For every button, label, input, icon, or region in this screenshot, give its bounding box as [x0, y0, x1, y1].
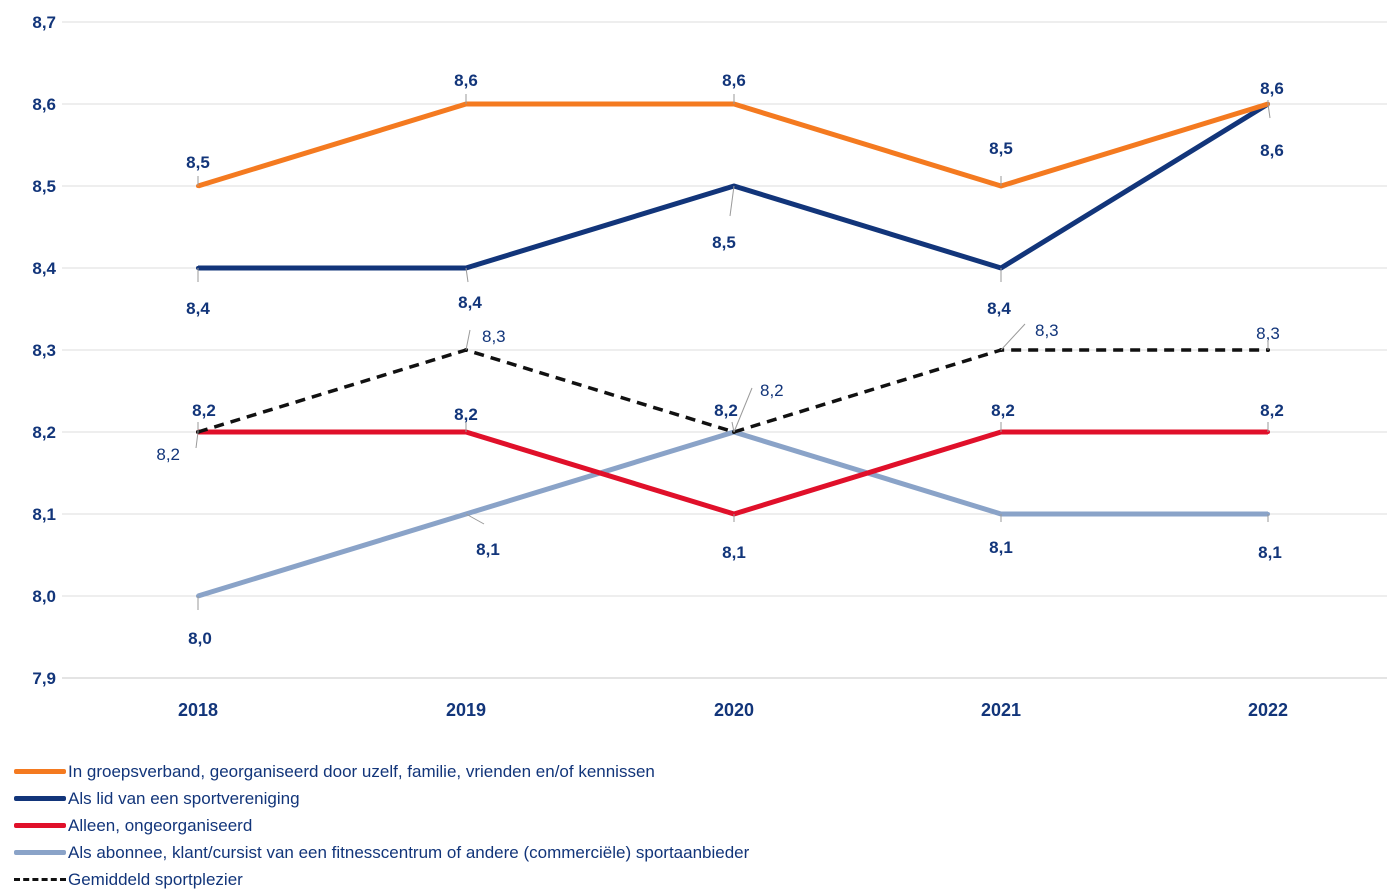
- data-label: 8,4: [186, 299, 210, 318]
- data-label: 8,5: [712, 233, 736, 252]
- data-label: 8,6: [722, 71, 746, 90]
- legend-label: Gemiddeld sportplezier: [68, 869, 243, 889]
- series-line-2: [198, 429, 1268, 517]
- data-labels: 8,5 8,6 8,6 8,5 8,6 8,4 8,4 8,5 8,4 8,6 8,2 8,2 8,1 8…: [156, 71, 1283, 648]
- y-tick-label: 8,0: [32, 587, 56, 606]
- data-label: 8,4: [458, 293, 482, 312]
- legend-item: Alleen, ongeorganiseerd: [14, 812, 749, 839]
- data-label: 8,2: [991, 401, 1015, 420]
- x-tick-label: 2020: [714, 700, 754, 720]
- y-tick-label: 8,6: [32, 95, 56, 114]
- data-label: 8,3: [1256, 324, 1280, 343]
- x-tick-label: 2022: [1248, 700, 1288, 720]
- label-leader-line: [465, 329, 471, 351]
- legend-item: Gemiddeld sportplezier: [14, 866, 749, 893]
- y-tick-label: 8,1: [32, 505, 56, 524]
- data-label: 8,4: [987, 299, 1011, 318]
- y-axis: 7,9 8,0 8,1 8,2 8,3 8,4 8,5 8,6 8,7: [32, 13, 56, 688]
- data-label: 8,2: [454, 405, 478, 424]
- legend-swatch: [14, 878, 66, 881]
- y-tick-label: 8,3: [32, 341, 56, 360]
- label-leader-line: [465, 267, 469, 283]
- data-label: 8,5: [989, 139, 1013, 158]
- data-label: 8,5: [186, 153, 210, 172]
- legend-swatch: [14, 769, 66, 774]
- legend-label: Als lid van een sportvereniging: [68, 788, 300, 808]
- data-label: 8,6: [1260, 79, 1284, 98]
- data-label: 8,6: [454, 71, 478, 90]
- data-label: 8,1: [476, 540, 500, 559]
- data-label: 8,2: [192, 401, 216, 420]
- y-tick-label: 8,2: [32, 423, 56, 442]
- x-axis: 2018 2019 2020 2021 2022: [178, 700, 1288, 720]
- x-tick-label: 2019: [446, 700, 486, 720]
- x-tick-label: 2018: [178, 700, 218, 720]
- label-leader-line: [465, 513, 485, 525]
- data-label: 8,2: [156, 445, 180, 464]
- label-leader-line: [733, 387, 753, 433]
- label-leader-line: [731, 421, 735, 433]
- data-label: 8,1: [722, 543, 746, 562]
- data-label: 8,6: [1260, 141, 1284, 160]
- legend-item: Als lid van een sportvereniging: [14, 785, 749, 812]
- data-label: 8,0: [188, 629, 212, 648]
- legend-item: Als abonnee, klant/cursist van een fitne…: [14, 839, 749, 866]
- data-label: 8,2: [714, 401, 738, 420]
- label-leader-line: [195, 431, 199, 449]
- label-leader-line: [1267, 103, 1271, 119]
- legend-item: In groepsverband, georganiseerd door uze…: [14, 758, 749, 785]
- y-tick-label: 8,5: [32, 177, 56, 196]
- data-label: 8,1: [989, 538, 1013, 557]
- data-label: 8,2: [760, 381, 784, 400]
- legend-swatch: [14, 796, 66, 801]
- legend-swatch: [14, 823, 66, 828]
- y-tick-label: 8,7: [32, 13, 56, 32]
- legend-swatch: [14, 850, 66, 855]
- legend: In groepsverband, georganiseerd door uze…: [14, 758, 749, 893]
- legend-label: Als abonnee, klant/cursist van een fitne…: [68, 842, 750, 862]
- data-label: 8,3: [1035, 321, 1059, 340]
- legend-label: In groepsverband, georganiseerd door uze…: [68, 761, 655, 781]
- series-line-0: [197, 101, 1269, 189]
- y-tick-label: 8,4: [32, 259, 56, 278]
- x-tick-label: 2021: [981, 700, 1021, 720]
- data-label: 8,2: [1260, 401, 1284, 420]
- data-label: 8,1: [1258, 543, 1282, 562]
- label-leader-line: [1000, 323, 1026, 351]
- data-label: 8,3: [482, 327, 506, 346]
- y-tick-label: 7,9: [32, 669, 56, 688]
- label-leader-line: [729, 185, 735, 217]
- legend-label: Alleen, ongeorganiseerd: [68, 815, 253, 835]
